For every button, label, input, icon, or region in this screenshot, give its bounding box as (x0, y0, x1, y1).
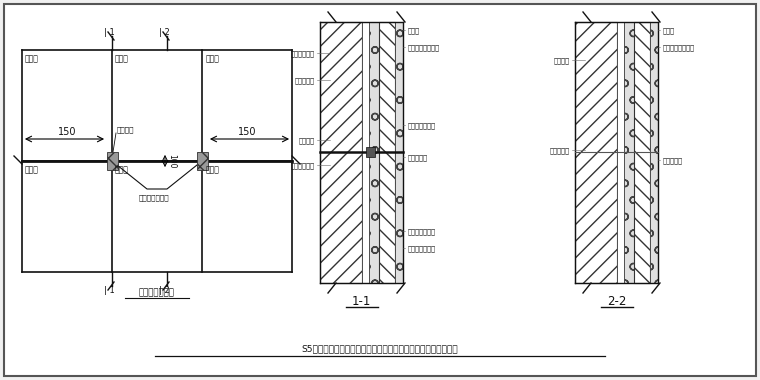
Text: 150: 150 (58, 127, 76, 137)
Text: | 2: | 2 (159, 28, 169, 37)
Text: 150: 150 (238, 127, 256, 137)
Text: 墙体抹灰层: 墙体抹灰层 (550, 147, 570, 154)
Text: | 2: | 2 (159, 286, 169, 295)
Text: 不锈钢混搭件: 不锈钢混搭件 (291, 162, 315, 169)
Text: 2-2: 2-2 (606, 295, 626, 308)
Text: 变化砖: 变化砖 (25, 165, 39, 174)
Bar (395, 22, 403, 283)
Text: 变化砖: 变化砖 (408, 27, 420, 33)
Bar (366, 147, 375, 157)
Text: 结构墙体基层: 结构墙体基层 (291, 50, 315, 57)
Text: | 1: | 1 (104, 286, 115, 295)
Bar (575, 22, 617, 283)
Bar (362, 22, 369, 283)
Bar (634, 22, 650, 283)
Text: 变化砖强力粘结剂: 变化砖强力粘结剂 (408, 44, 440, 51)
Text: | 1: | 1 (104, 28, 115, 37)
Bar (650, 22, 658, 283)
Bar (320, 22, 362, 283)
Text: 射钉固定: 射钉固定 (117, 126, 135, 133)
Text: 变化砖: 变化砖 (115, 165, 129, 174)
Text: 变化砖: 变化砖 (206, 54, 220, 63)
Text: 100: 100 (167, 154, 176, 168)
Text: 墙体基层: 墙体基层 (554, 57, 570, 63)
Text: 云石胶快速固定: 云石胶快速固定 (408, 122, 436, 128)
Text: 变化砖: 变化砖 (115, 54, 129, 63)
Text: S5工程精装修大堂墙面湿贴工艺强化砖混贴局部加强做法示意图: S5工程精装修大堂墙面湿贴工艺强化砖混贴局部加强做法示意图 (302, 344, 458, 353)
Text: 填缝剂填缝: 填缝剂填缝 (663, 157, 683, 164)
Text: 变化砖背面开槽: 变化砖背面开槽 (408, 228, 436, 234)
Bar (379, 22, 395, 283)
Text: 变化砖: 变化砖 (25, 54, 39, 63)
Text: 变化砖强力粘结剂: 变化砖强力粘结剂 (663, 44, 695, 51)
Text: 变化砖: 变化砖 (206, 165, 220, 174)
Text: 变化砖: 变化砖 (663, 27, 675, 33)
Bar (369, 22, 379, 283)
Bar (617, 22, 624, 283)
Bar (107, 152, 118, 170)
Bar (624, 22, 634, 283)
Bar (197, 152, 208, 170)
Text: 采用云石胶固定: 采用云石胶固定 (408, 245, 436, 252)
Text: 射钉固定: 射钉固定 (299, 137, 315, 144)
Text: 不锈钢混搭挂件: 不锈钢混搭挂件 (139, 194, 169, 201)
Text: 墙砖立面示意图: 墙砖立面示意图 (139, 288, 175, 297)
Text: 1-1: 1-1 (352, 295, 371, 308)
Text: 墙体抹灰层: 墙体抹灰层 (295, 77, 315, 84)
Text: 模缝剂填缝: 模缝剂填缝 (408, 154, 428, 161)
